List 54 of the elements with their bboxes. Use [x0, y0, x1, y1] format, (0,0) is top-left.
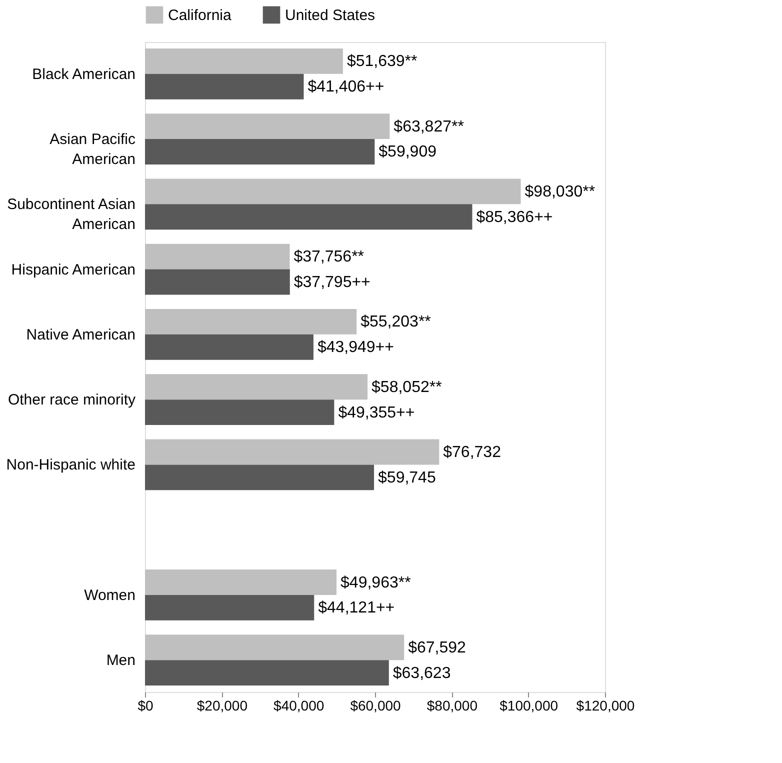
data-label: $58,052**	[372, 378, 442, 396]
legend-label: United States	[285, 6, 376, 24]
data-label: $59,745	[378, 469, 436, 486]
x-tick-label: $100,000	[500, 698, 558, 714]
bar	[145, 204, 472, 230]
y-tick-label: Non-Hispanic white	[6, 456, 136, 474]
bar	[145, 594, 314, 620]
data-label: $98,030**	[524, 183, 596, 200]
data-label: $37,756**	[294, 248, 364, 266]
bar	[145, 178, 521, 204]
bar	[145, 309, 357, 334]
y-tick-label: Women	[84, 586, 136, 604]
data-label: $44,121++	[318, 600, 395, 617]
bar	[145, 139, 375, 164]
bar	[145, 439, 440, 465]
x-tick-label: $40,000	[274, 698, 324, 714]
bar	[145, 334, 314, 360]
data-label: $55,203**	[360, 314, 431, 331]
y-tick-label: Asian Pacific American	[50, 131, 136, 168]
y-tick-label: Native American	[26, 326, 136, 344]
data-label: $67,592	[408, 639, 466, 656]
data-label: $85,366++	[476, 208, 553, 226]
x-tick-label: $0	[138, 698, 154, 714]
y-tick-label: Other race minority	[8, 392, 136, 409]
data-label: $43,949++	[317, 339, 394, 356]
data-label: $49,963**	[340, 574, 411, 592]
y-tick-label: Subcontinent Asian American	[7, 196, 136, 234]
data-label: $63,623	[392, 664, 451, 682]
data-label: $63,827**	[394, 118, 464, 136]
bar	[145, 374, 368, 400]
bar	[145, 400, 334, 425]
x-tick-label: $80,000	[426, 698, 478, 714]
bar	[145, 74, 304, 100]
bar	[145, 570, 337, 595]
data-label: $41,406++	[308, 78, 384, 96]
y-tick-label: Men	[106, 652, 136, 670]
x-tick-label: $60,000	[350, 698, 402, 714]
data-label: $49,355++	[338, 404, 415, 422]
bar	[145, 269, 290, 295]
x-tick-label: $20,000	[196, 698, 248, 714]
data-label: $76,732	[443, 444, 502, 461]
legend-label: California	[168, 6, 232, 24]
bar	[145, 48, 343, 74]
bar	[145, 114, 390, 140]
bar	[145, 634, 404, 660]
bar	[145, 244, 290, 270]
bar	[145, 660, 389, 686]
bar	[145, 464, 374, 490]
data-label: $59,909	[378, 144, 437, 161]
data-label: $51,639**	[346, 53, 418, 70]
y-tick-label: Hispanic American	[11, 261, 136, 278]
x-tick-label: $120,000	[576, 698, 635, 714]
y-tick-label: Black American	[32, 66, 136, 83]
data-label: $37,795++	[294, 274, 370, 292]
